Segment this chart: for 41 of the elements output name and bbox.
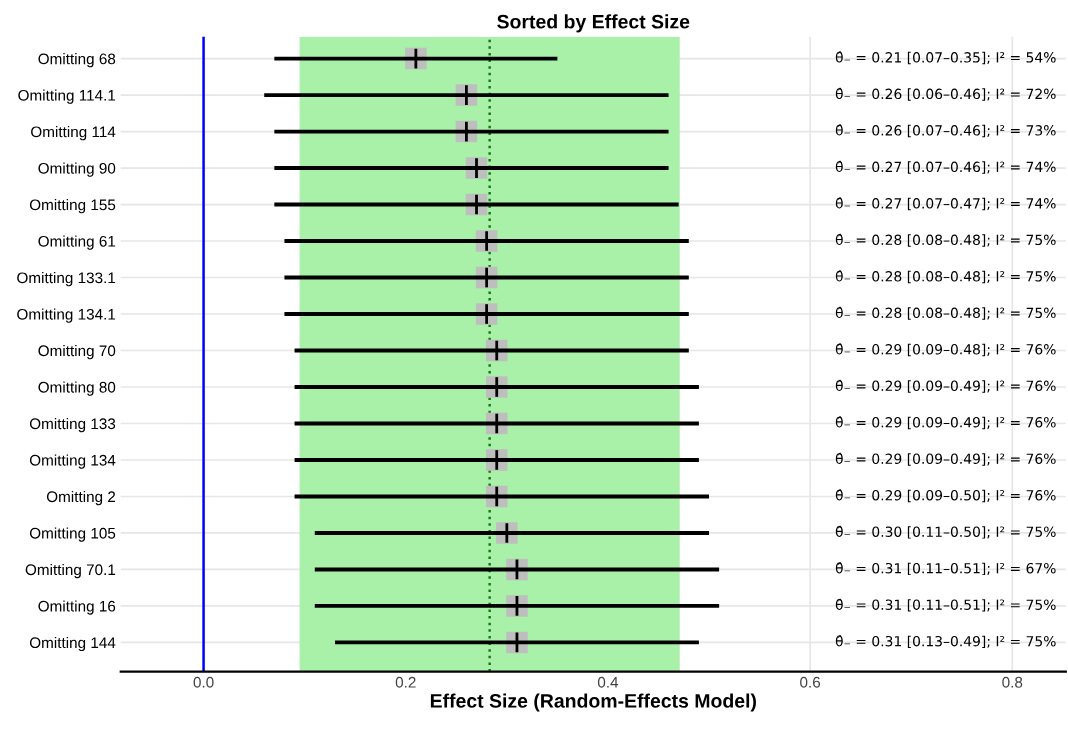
y-tick-label: Omitting 80 bbox=[38, 381, 116, 396]
x-tick-label: 0.8 bbox=[1002, 676, 1023, 688]
y-tick-label: Omitting 133.1 bbox=[17, 271, 116, 287]
annotation: θ̂₋ = 0.26 [0.06–0.46]; I² = 72% bbox=[835, 87, 1056, 101]
annotation: θ̂₋ = 0.26 [0.07–0.46]; I² = 73% bbox=[835, 124, 1056, 138]
x-tick-label: 0.4 bbox=[597, 676, 619, 688]
y-tick-label: Omitting 133 bbox=[29, 417, 116, 433]
y-tick-label: Omitting 70 bbox=[38, 344, 116, 360]
y-tick-label: Omitting 134 bbox=[29, 454, 116, 469]
y-tick-label: Omitting 105 bbox=[29, 527, 116, 542]
x-axis-title: Effect Size (Random-Effects Model) bbox=[430, 693, 756, 712]
annotation: θ̂₋ = 0.29 [0.09–0.50]; I² = 76% bbox=[835, 489, 1056, 503]
y-tick-label: Omitting 68 bbox=[38, 53, 116, 68]
y-tick-label: Omitting 114 bbox=[31, 126, 116, 141]
annotation: θ̂₋ = 0.28 [0.08–0.48]; I² = 75% bbox=[835, 270, 1056, 284]
y-tick-label: Omitting 114.1 bbox=[18, 89, 116, 104]
annotation: θ̂₋ = 0.28 [0.08–0.48]; I² = 75% bbox=[835, 233, 1056, 247]
y-tick-label: Omitting 144 bbox=[29, 636, 116, 652]
x-tick-label: 0.0 bbox=[193, 676, 214, 688]
y-tick-label: Omitting 16 bbox=[38, 600, 116, 615]
y-tick-label: Omitting 2 bbox=[46, 490, 116, 506]
annotation: θ̂₋ = 0.21 [0.07–0.35]; I² = 54% bbox=[835, 51, 1056, 65]
y-tick-label: Omitting 61 bbox=[38, 235, 116, 250]
annotation: θ̂₋ = 0.28 [0.08–0.48]; I² = 75% bbox=[835, 306, 1056, 320]
chart-title: Sorted by Effect Size bbox=[497, 14, 690, 33]
x-tick-label: 0.6 bbox=[800, 676, 821, 688]
y-tick-label: Omitting 155 bbox=[29, 199, 116, 214]
y-tick-label: Omitting 90 bbox=[38, 162, 116, 177]
annotation: θ̂₋ = 0.29 [0.09–0.49]; I² = 76% bbox=[835, 379, 1056, 393]
annotation: θ̂₋ = 0.27 [0.07–0.46]; I² = 74% bbox=[835, 160, 1056, 174]
annotation: θ̂₋ = 0.29 [0.09–0.49]; I² = 76% bbox=[835, 416, 1056, 430]
annotation: θ̂₋ = 0.30 [0.11–0.50]; I² = 75% bbox=[835, 525, 1056, 539]
y-tick-label: Omitting 134.1 bbox=[17, 308, 116, 323]
annotation: θ̂₋ = 0.27 [0.07–0.47]; I² = 74% bbox=[835, 197, 1056, 211]
x-tick-label: 0.2 bbox=[395, 676, 416, 688]
annotation: θ̂₋ = 0.31 [0.11–0.51]; I² = 75% bbox=[835, 598, 1056, 612]
annotation: θ̂₋ = 0.29 [0.09–0.48]; I² = 76% bbox=[835, 343, 1056, 357]
y-tick-label: Omitting 70.1 bbox=[25, 563, 116, 579]
annotation: θ̂₋ = 0.31 [0.11–0.51]; I² = 67% bbox=[835, 562, 1056, 576]
annotation: θ̂₋ = 0.31 [0.13–0.49]; I² = 75% bbox=[835, 635, 1056, 649]
annotation: θ̂₋ = 0.29 [0.09–0.49]; I² = 76% bbox=[835, 452, 1056, 466]
